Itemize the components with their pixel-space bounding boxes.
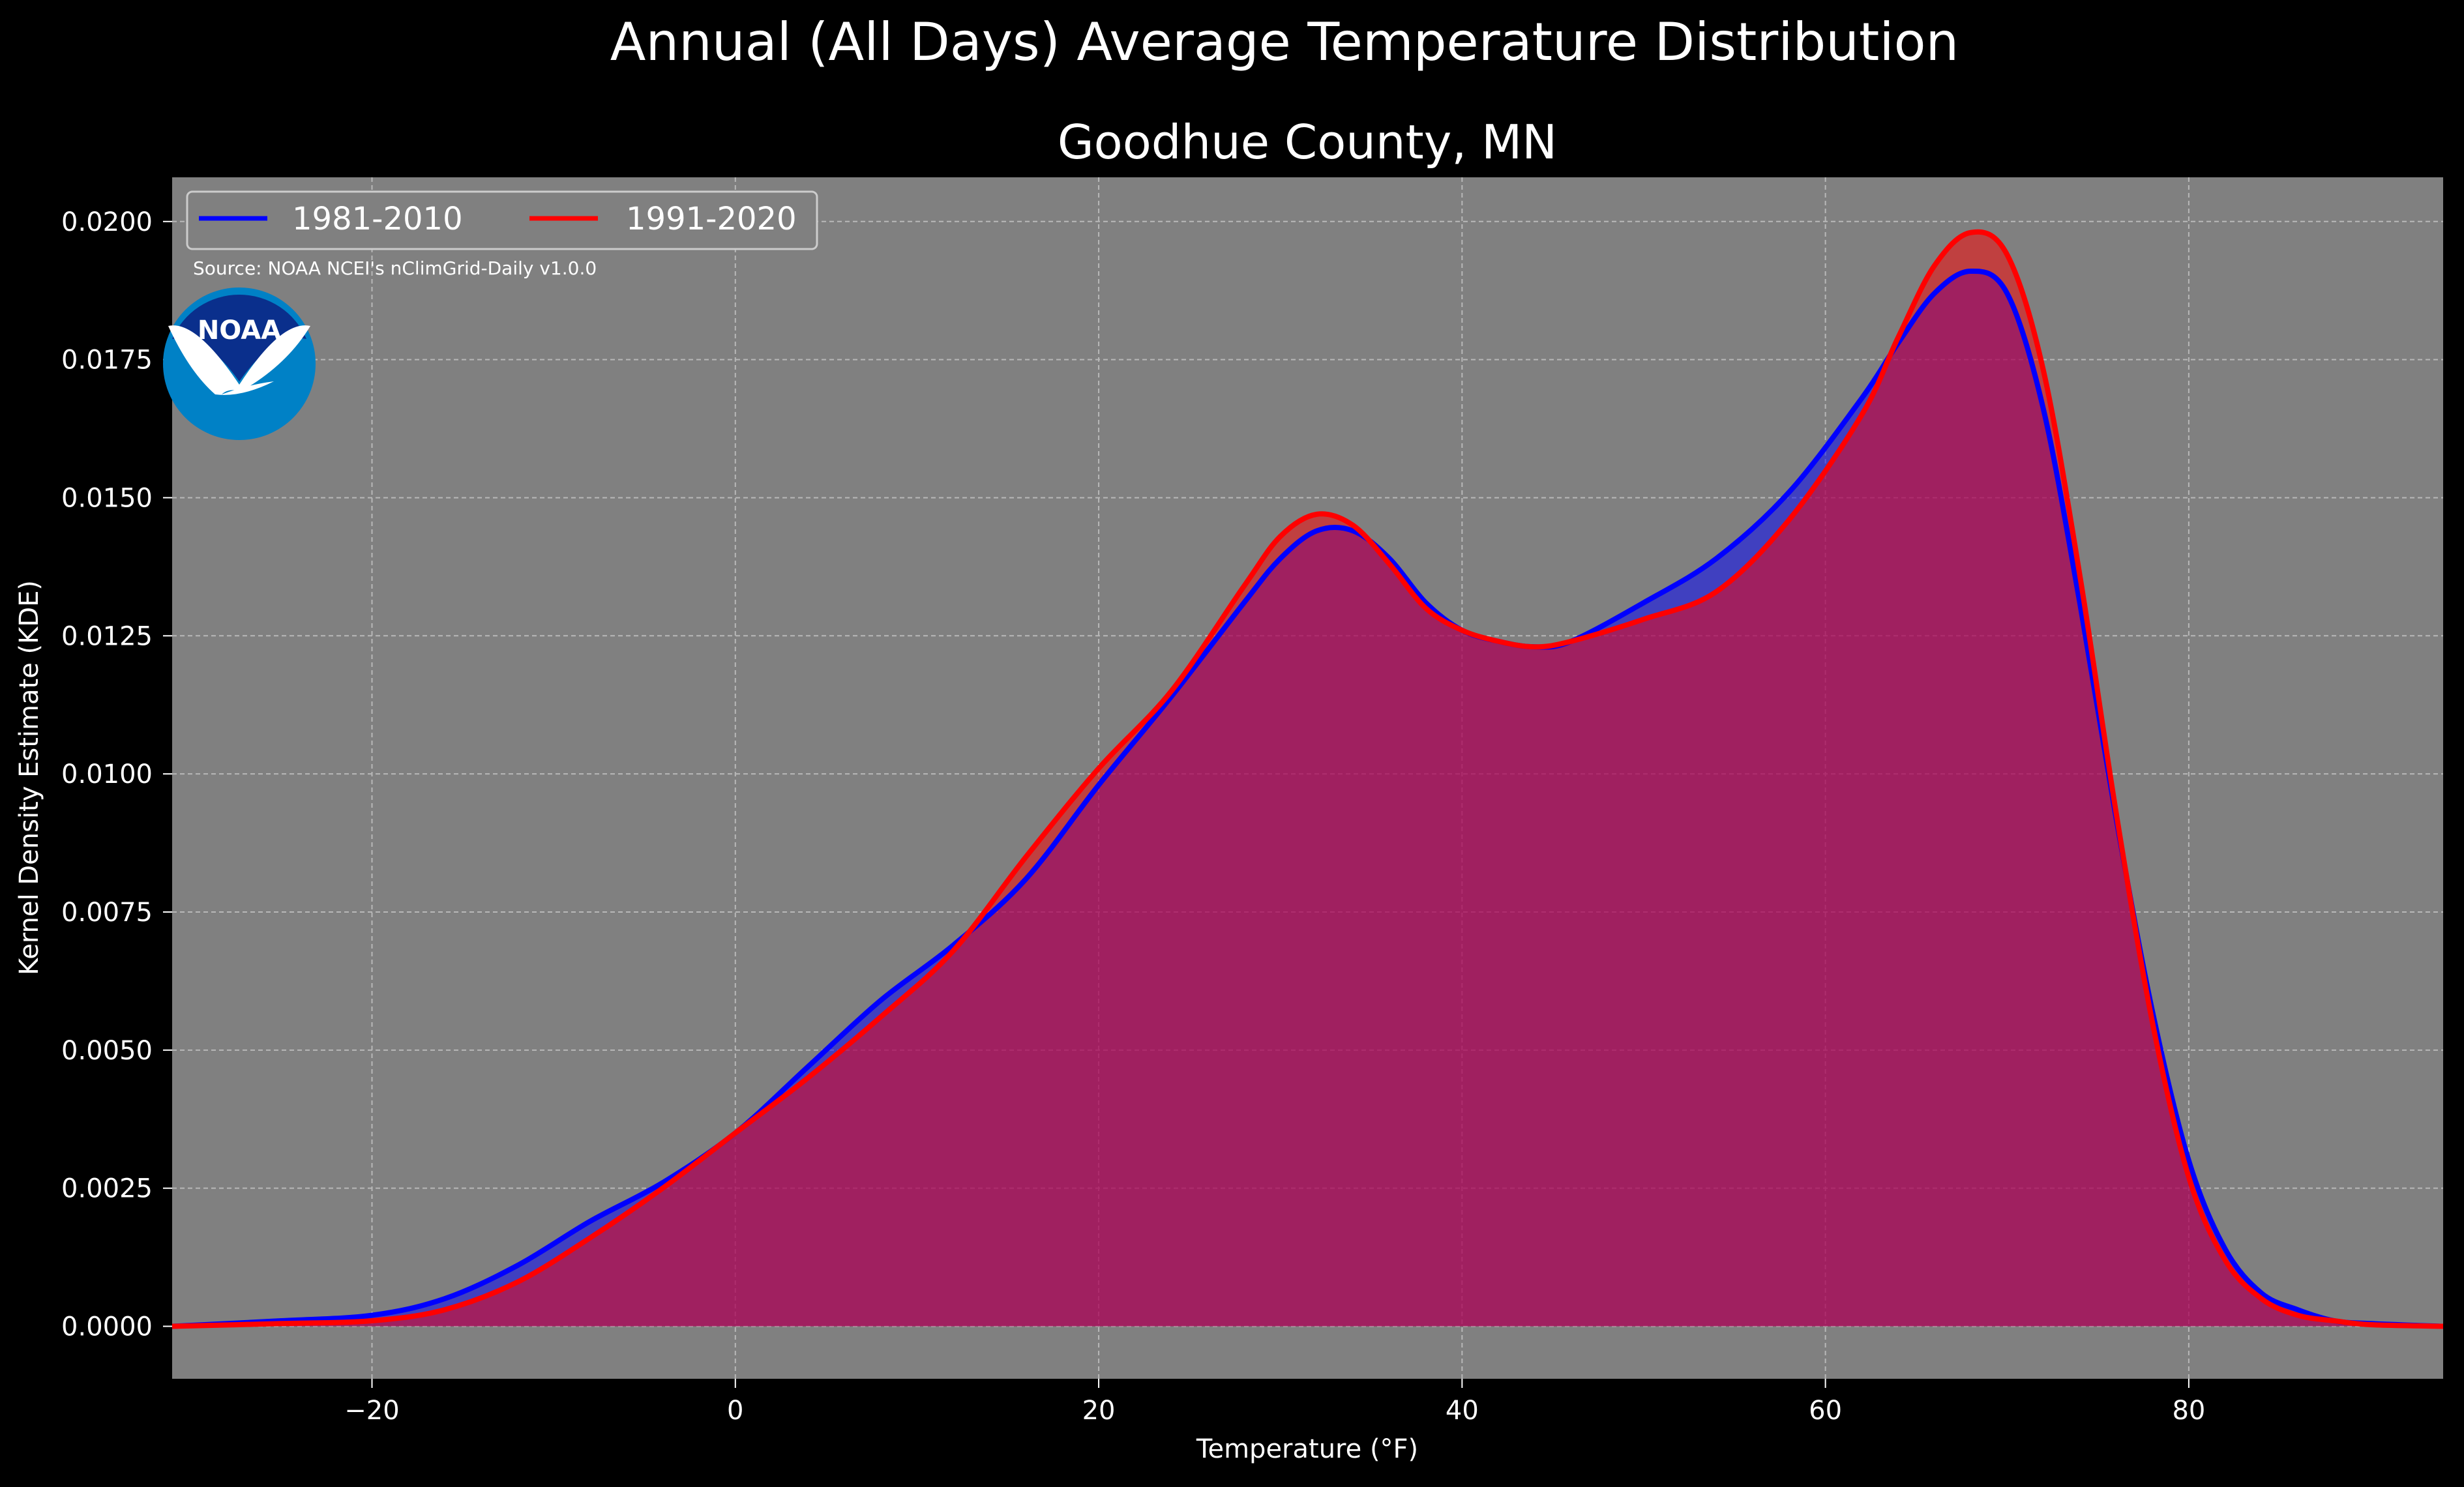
noaa-logo-dark-cap bbox=[172, 294, 306, 381]
chart-suptitle: Annual (All Days) Average Temperature Di… bbox=[610, 12, 1959, 72]
x-tick-label: −20 bbox=[344, 1396, 399, 1426]
y-tick-label: 0.0000 bbox=[61, 1312, 153, 1342]
density-lines bbox=[172, 229, 2443, 1329]
legend-label-1981-2010: 1981-2010 bbox=[292, 201, 463, 237]
x-tick-label: 40 bbox=[1446, 1396, 1479, 1426]
density-areas bbox=[172, 231, 2443, 1327]
chart-title: Goodhue County, MN bbox=[1058, 115, 1557, 169]
y-tick-label: 0.0025 bbox=[61, 1174, 153, 1204]
noaa-logo-wordmark: NOAA bbox=[198, 316, 281, 346]
y-tick-label: 0.0150 bbox=[61, 483, 153, 513]
x-axis-ticks: −20 0 20 40 60 80 bbox=[344, 1379, 2205, 1426]
x-tick-label: 60 bbox=[1809, 1396, 1842, 1426]
y-tick-label: 0.0175 bbox=[61, 346, 153, 375]
line-1991-2020 bbox=[172, 229, 2443, 1329]
y-tick-label: 0.0125 bbox=[61, 621, 153, 651]
y-axis-label: Kernel Density Estimate (KDE) bbox=[14, 580, 44, 975]
legend-label-1991-2020: 1991-2020 bbox=[626, 201, 797, 237]
x-axis-label: Temperature (°F) bbox=[1196, 1434, 1418, 1464]
x-tick-label: 80 bbox=[2172, 1396, 2205, 1426]
area-1991-2020 bbox=[172, 231, 2443, 1327]
x-tick-label: 0 bbox=[727, 1396, 743, 1426]
y-tick-label: 0.0100 bbox=[61, 759, 153, 789]
legend: 1981-2010 1991-2020 bbox=[186, 190, 818, 250]
y-tick-label: 0.0200 bbox=[61, 207, 153, 237]
legend-box bbox=[186, 190, 818, 250]
noaa-logo: NOAA bbox=[163, 287, 316, 440]
y-tick-label: 0.0075 bbox=[61, 898, 153, 928]
source-note: Source: NOAA NCEI's nClimGrid-Daily v1.0… bbox=[193, 258, 597, 279]
x-tick-label: 20 bbox=[1082, 1396, 1116, 1426]
noaa-logo-gull bbox=[168, 325, 310, 395]
y-axis-ticks: 0.0000 0.0025 0.0050 0.0075 0.0100 0.0125 0.01… bbox=[61, 207, 172, 1342]
y-tick-label: 0.0050 bbox=[61, 1036, 153, 1066]
